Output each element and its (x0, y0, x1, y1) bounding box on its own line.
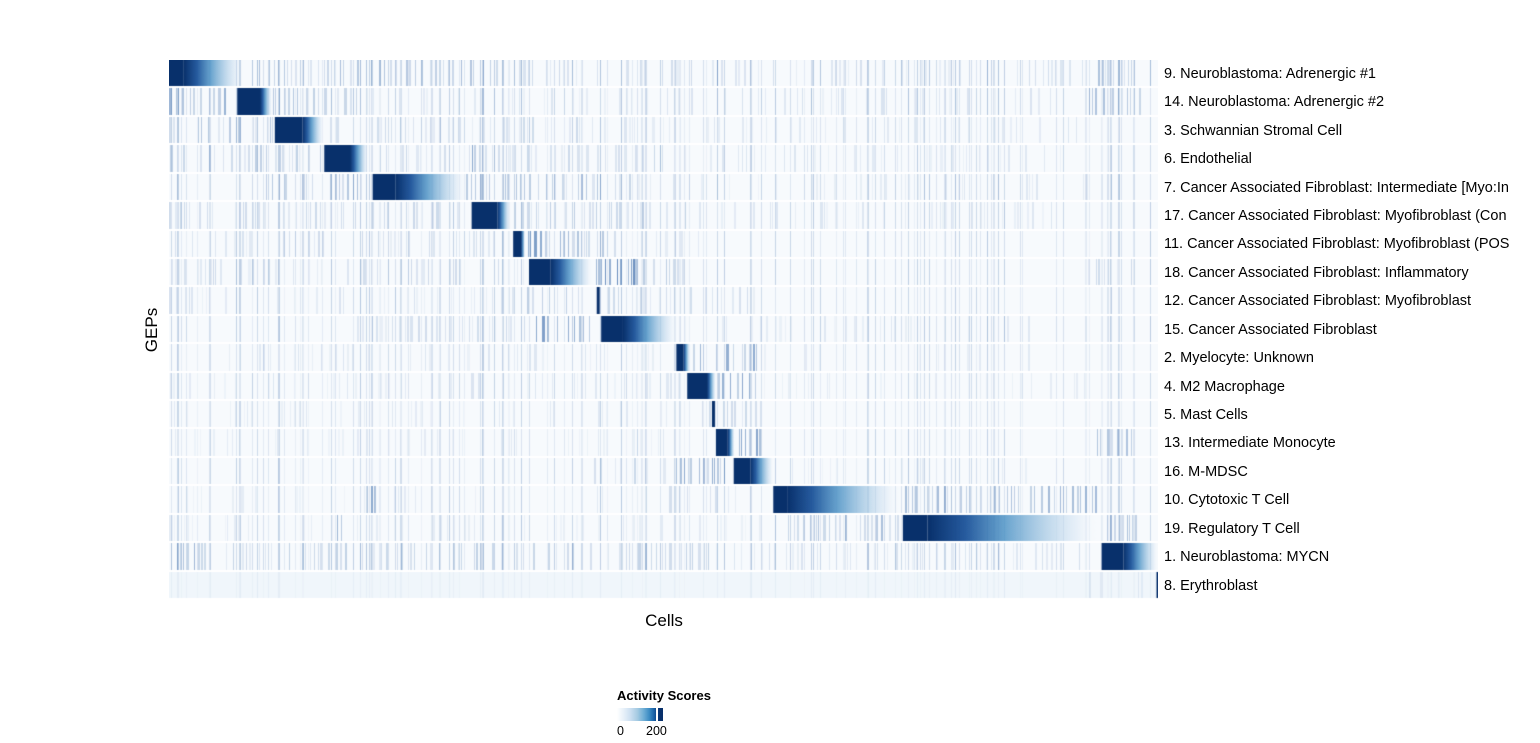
legend-tick-label-200: 200 (646, 724, 667, 738)
heatmap-canvas (169, 60, 1158, 600)
row-label: 6. Endothelial (1164, 151, 1252, 168)
row-label: 18. Cancer Associated Fibroblast: Inflam… (1164, 264, 1469, 281)
legend-title: Activity Scores (617, 688, 711, 703)
row-label: 7. Cancer Associated Fibroblast: Interme… (1164, 179, 1509, 196)
row-label: 13. Intermediate Monocyte (1164, 435, 1336, 452)
row-label: 12. Cancer Associated Fibroblast: Myofib… (1164, 293, 1472, 310)
legend-tick-label-0: 0 (617, 724, 624, 738)
row-label: 11. Cancer Associated Fibroblast: Myofib… (1164, 236, 1510, 253)
legend-tick-mark (656, 708, 658, 721)
row-label: 19. Regulatory T Cell (1164, 520, 1300, 537)
row-label: 14. Neuroblastoma: Adrenergic #2 (1164, 94, 1385, 111)
row-label: 1. Neuroblastoma: MYCN (1164, 549, 1330, 566)
row-label: 10. Cytotoxic T Cell (1164, 492, 1290, 509)
row-label: 3. Schwannian Stromal Cell (1164, 122, 1343, 139)
row-label: 9. Neuroblastoma: Adrenergic #1 (1164, 65, 1376, 82)
legend-gradient-bar (617, 708, 663, 721)
colorbar-legend: Activity Scores 0 200 (617, 688, 747, 739)
x-axis-title: Cells (645, 611, 683, 630)
legend-tick-labels: 0 200 (617, 724, 697, 739)
row-label: 15. Cancer Associated Fibroblast (1164, 321, 1377, 338)
row-label: 2. Myelocyte: Unknown (1164, 350, 1314, 367)
row-label: 17. Cancer Associated Fibroblast: Myofib… (1164, 208, 1507, 225)
y-axis-title: GEPs (142, 307, 161, 353)
row-label: 4. M2 Macrophage (1164, 378, 1285, 395)
row-label: 8. Erythroblast (1164, 577, 1258, 594)
row-label: 16. M-MDSC (1164, 463, 1248, 480)
row-label: 5. Mast Cells (1164, 407, 1248, 423)
